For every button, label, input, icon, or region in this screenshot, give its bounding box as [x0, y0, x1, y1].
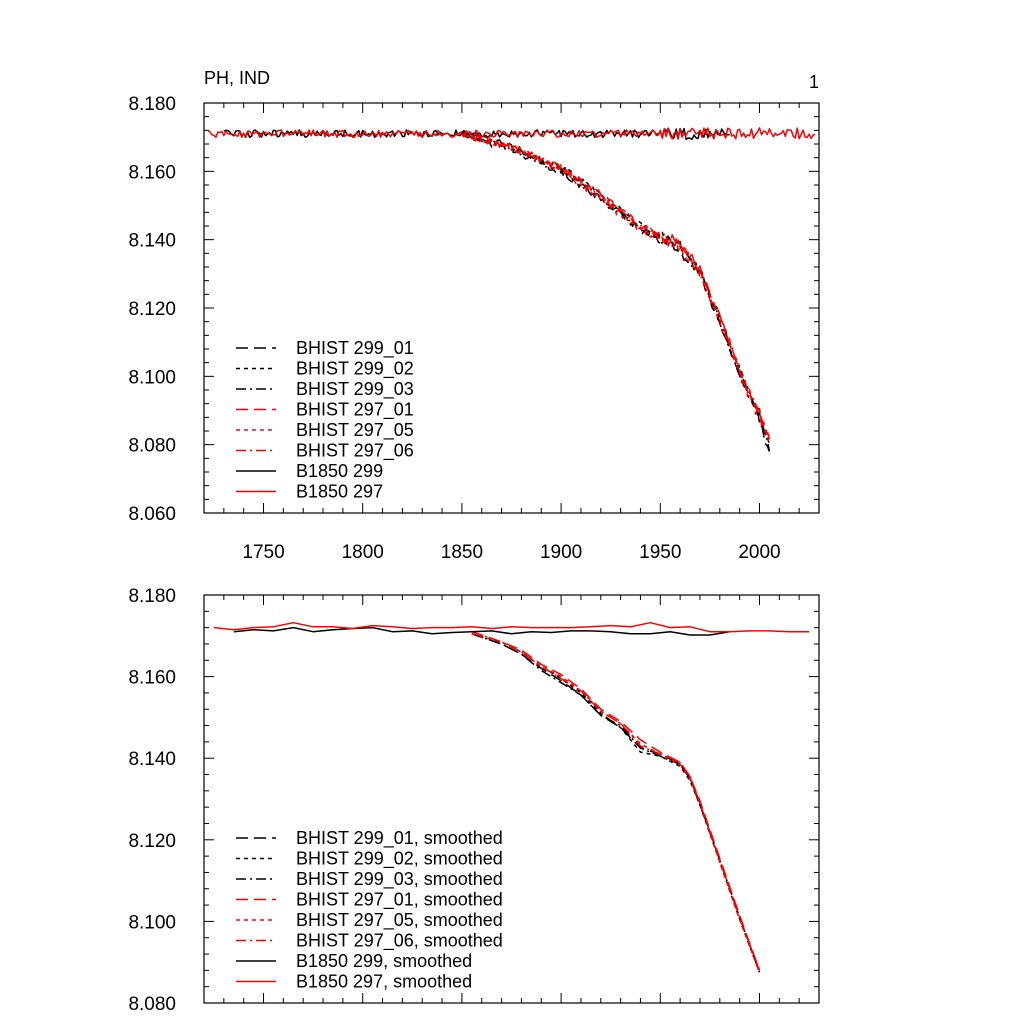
series-line-4: [471, 633, 761, 973]
legend-label: BHIST 297_05: [296, 420, 414, 441]
series-line-1: [461, 130, 771, 445]
y-tick-label: 8.120: [128, 299, 176, 320]
series-line-6: [223, 127, 730, 141]
series-line-5: [471, 630, 761, 971]
legend-label: BHIST 297_05, smoothed: [296, 910, 503, 931]
panel-number: 1: [809, 72, 819, 92]
legend-label: BHIST 297_01, smoothed: [296, 890, 503, 911]
legend-label: BHIST 299_03: [296, 379, 414, 400]
x-tick-label: 1850: [441, 542, 483, 563]
series-line-0: [471, 633, 761, 971]
series-line-7: [213, 621, 810, 633]
y-tick-label: 8.060: [128, 504, 176, 525]
legend-label: B1850 297, smoothed: [296, 972, 472, 992]
legend-label: BHIST 299_02, smoothed: [296, 849, 503, 870]
y-tick-label: 8.180: [128, 586, 176, 607]
legend-label: BHIST 299_01: [296, 338, 414, 359]
legend-label: B1850 299: [296, 461, 383, 481]
y-tick-label: 8.160: [128, 668, 176, 689]
legend-label: BHIST 297_06, smoothed: [296, 931, 503, 952]
series-group: [207, 127, 816, 452]
x-tick-label: 1950: [639, 542, 681, 563]
x-tick-label: 1800: [342, 542, 384, 563]
series-line-7: [207, 127, 816, 140]
bottom-panel: 8.080 8.100 8.120 8.140 8.160 8.180 BHIST 299_…: [128, 586, 820, 1015]
legend-label: B1850 297: [296, 482, 383, 502]
series-line-1: [471, 633, 761, 973]
y-tick-label: 8.100: [128, 367, 176, 388]
x-tick-label: 2000: [738, 542, 780, 563]
y-tick-label: 8.180: [128, 94, 176, 115]
legend-label: BHIST 299_02: [296, 359, 414, 380]
x-tick-label: 1900: [540, 542, 582, 563]
series-line-2: [461, 131, 771, 452]
series-line-0: [461, 132, 771, 452]
series-line-3: [471, 630, 761, 971]
legend-label: BHIST 297_01: [296, 400, 414, 421]
y-tick-label: 8.140: [128, 231, 176, 252]
chart-title: PH, IND: [204, 68, 270, 88]
legend-label: BHIST 299_01, smoothed: [296, 828, 503, 849]
series-line-2: [471, 633, 761, 973]
top-panel: 1750 1800 1850 1900 1950 2000 8.060 8.080 8.100 8…: [128, 94, 820, 563]
series-line-4: [461, 131, 771, 444]
y-tick-label: 8.080: [128, 994, 176, 1015]
y-tick-label: 8.120: [128, 831, 176, 852]
series-line-3: [461, 131, 770, 437]
y-tick-label: 8.160: [128, 162, 176, 183]
x-tick-label: 1750: [242, 542, 284, 563]
legend-label: BHIST 299_03, smoothed: [296, 869, 503, 890]
y-tick-label: 8.140: [128, 749, 176, 770]
series-line-6: [233, 626, 730, 636]
series-line-5: [461, 131, 771, 440]
series-group: [213, 621, 810, 973]
plot-frame: [203, 594, 820, 1004]
legend-label: BHIST 297_06: [296, 441, 414, 462]
legend-label: B1850 299, smoothed: [296, 951, 472, 971]
y-tick-label: 8.080: [128, 436, 176, 457]
y-tick-label: 8.100: [128, 912, 176, 933]
